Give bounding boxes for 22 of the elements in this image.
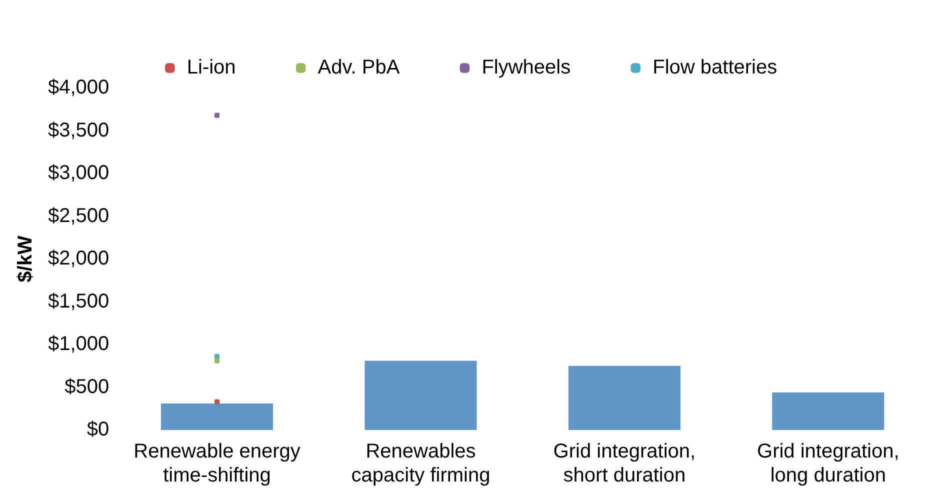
- legend-label: Flow batteries: [652, 56, 778, 79]
- x-tick-label: Grid integration, short duration: [553, 440, 696, 487]
- x-tick-label: Renewables capacity firming: [351, 440, 490, 487]
- y-tick-label: $1,000: [48, 333, 110, 356]
- legend-label: Flywheels: [482, 56, 571, 79]
- bar: [364, 360, 477, 430]
- y-tick-label: $2,000: [48, 248, 110, 270]
- bar: [568, 366, 680, 430]
- legend-label: Adv. PbA: [318, 56, 400, 79]
- y-tick-label: $3,500: [48, 119, 110, 142]
- y-tick-label: $2,500: [48, 204, 110, 227]
- y-tick-label: $0: [86, 418, 110, 441]
- y-tick-label: $3,000: [48, 162, 110, 184]
- y-tick-label: $4,000: [48, 76, 110, 99]
- bar: [772, 392, 884, 430]
- bar: [161, 403, 274, 430]
- y-tick-label: $1,500: [48, 290, 110, 312]
- legend-label: Li-ion: [186, 56, 236, 79]
- x-tick-label: Grid integration, long duration: [757, 440, 900, 487]
- x-tick-label: Renewable energy time-shifting: [134, 440, 300, 487]
- y-tick-label: $500: [64, 376, 110, 398]
- y-axis-title: $/kW: [14, 236, 37, 282]
